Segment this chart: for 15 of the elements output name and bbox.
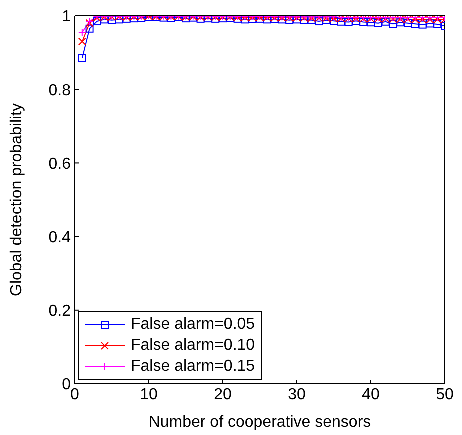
y-tick-label: 0.2 <box>48 303 72 320</box>
y-tick-label: 0.6 <box>48 156 72 173</box>
x-tick-label: 50 <box>436 386 454 404</box>
x-tick-label: 30 <box>288 386 306 404</box>
x-tick-label: 20 <box>214 386 232 404</box>
legend-label: False alarm=0.15 <box>131 357 256 377</box>
legend-label: False alarm=0.05 <box>131 315 256 335</box>
legend-label: False alarm=0.10 <box>131 336 256 356</box>
x-tick-label: 10 <box>140 386 158 404</box>
x-axis-title: Number of cooperative sensors <box>148 414 372 431</box>
x-tick-label: 40 <box>362 386 380 404</box>
y-tick-label: 1 <box>62 8 72 26</box>
y-tick-label: 0.8 <box>48 82 72 100</box>
y-tick-label: 0.4 <box>48 229 72 246</box>
y-axis-title: Global detection probability <box>8 103 26 297</box>
